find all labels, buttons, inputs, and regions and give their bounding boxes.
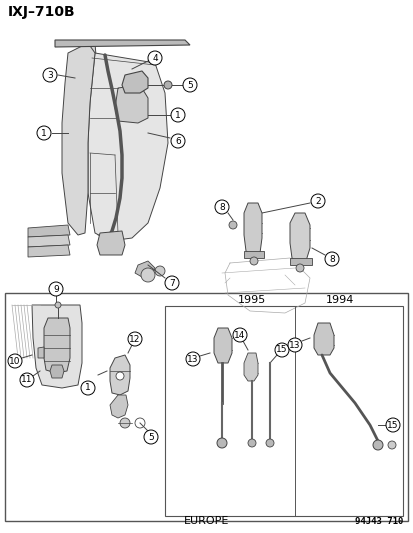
Polygon shape (313, 323, 333, 355)
Circle shape (37, 126, 51, 140)
Circle shape (228, 221, 236, 229)
Circle shape (128, 332, 142, 346)
Polygon shape (38, 347, 44, 358)
Polygon shape (97, 231, 125, 255)
Text: 10: 10 (9, 357, 21, 366)
Text: 1: 1 (41, 128, 47, 138)
Text: 1995: 1995 (237, 295, 266, 305)
Text: 94J43 710: 94J43 710 (354, 517, 402, 526)
Text: 1994: 1994 (325, 295, 354, 305)
Circle shape (310, 194, 324, 208)
Polygon shape (289, 258, 311, 265)
Text: 9: 9 (53, 285, 59, 294)
Circle shape (185, 352, 199, 366)
Circle shape (387, 441, 395, 449)
Circle shape (183, 78, 197, 92)
Text: 2: 2 (314, 197, 320, 206)
Polygon shape (243, 251, 263, 258)
Polygon shape (243, 353, 257, 381)
Circle shape (49, 282, 63, 296)
Polygon shape (85, 43, 110, 235)
Circle shape (43, 68, 57, 82)
Text: 1: 1 (85, 384, 91, 392)
Circle shape (295, 264, 303, 272)
Text: 13: 13 (187, 354, 198, 364)
Polygon shape (88, 53, 168, 241)
Polygon shape (110, 355, 130, 395)
Circle shape (144, 430, 158, 444)
Bar (5, 293, 407, 521)
Circle shape (266, 439, 273, 447)
Circle shape (287, 338, 301, 352)
Polygon shape (32, 305, 82, 388)
Text: EUROPE: EUROPE (184, 516, 229, 526)
Circle shape (154, 266, 165, 276)
Text: 8: 8 (328, 254, 334, 263)
Text: 5: 5 (187, 80, 192, 90)
Circle shape (120, 418, 130, 428)
Circle shape (233, 328, 247, 342)
Polygon shape (50, 365, 64, 378)
Circle shape (55, 302, 61, 308)
Circle shape (81, 381, 95, 395)
Text: 3: 3 (47, 70, 53, 79)
Text: 15: 15 (275, 345, 287, 354)
Circle shape (171, 134, 185, 148)
Text: 13: 13 (289, 341, 300, 350)
Polygon shape (214, 328, 231, 363)
Text: 12: 12 (129, 335, 140, 343)
Circle shape (147, 51, 161, 65)
Circle shape (135, 418, 145, 428)
Circle shape (249, 257, 257, 265)
Polygon shape (243, 203, 261, 255)
Text: 5: 5 (148, 432, 154, 441)
Text: 14: 14 (234, 330, 245, 340)
Circle shape (141, 268, 154, 282)
Polygon shape (28, 235, 70, 247)
Circle shape (216, 438, 226, 448)
Circle shape (372, 440, 382, 450)
Polygon shape (122, 71, 147, 93)
Text: 15: 15 (386, 421, 398, 430)
Text: 6: 6 (175, 136, 180, 146)
Bar (165, 306, 402, 516)
Circle shape (247, 439, 255, 447)
Polygon shape (135, 261, 154, 277)
Text: 7: 7 (169, 279, 174, 287)
Circle shape (274, 343, 288, 357)
Circle shape (385, 418, 399, 432)
Text: 8: 8 (218, 203, 224, 212)
Text: 4: 4 (152, 53, 157, 62)
Polygon shape (44, 318, 70, 373)
Circle shape (8, 354, 22, 368)
Polygon shape (110, 395, 128, 418)
Text: 1: 1 (175, 110, 180, 119)
Polygon shape (62, 43, 95, 235)
Circle shape (324, 252, 338, 266)
Polygon shape (55, 40, 190, 47)
Circle shape (116, 372, 124, 380)
Text: 11: 11 (21, 376, 33, 384)
Circle shape (20, 373, 34, 387)
Polygon shape (289, 213, 309, 263)
Polygon shape (115, 85, 147, 123)
Circle shape (171, 108, 185, 122)
Polygon shape (28, 245, 70, 257)
Polygon shape (28, 225, 70, 237)
Text: IXJ–710B: IXJ–710B (8, 5, 76, 19)
Circle shape (165, 276, 178, 290)
Circle shape (214, 200, 228, 214)
Circle shape (164, 81, 171, 89)
